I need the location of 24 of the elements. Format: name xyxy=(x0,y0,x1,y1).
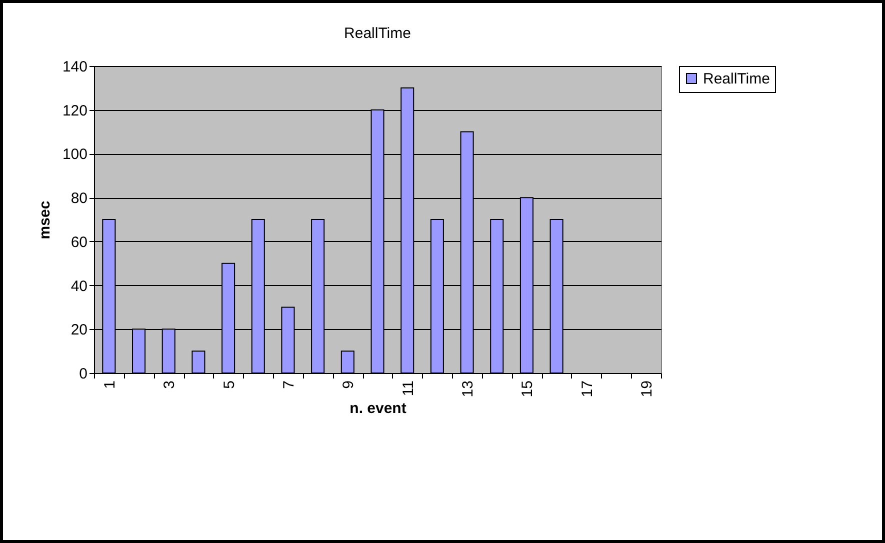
y-tick-label: 100 xyxy=(62,146,88,164)
x-tick-label: 13 xyxy=(460,380,477,398)
y-tick-label: 0 xyxy=(79,366,88,382)
y-tick-label: 140 xyxy=(62,58,88,76)
y-axis-title: msec xyxy=(36,200,54,240)
x-tick-label: 17 xyxy=(578,380,596,398)
legend-label: ReallTime xyxy=(703,70,770,88)
x-tick-label: 9 xyxy=(340,380,358,389)
x-tick-label: 5 xyxy=(220,380,238,389)
y-tick-label: 120 xyxy=(62,102,88,120)
x-tick-label: 7 xyxy=(280,380,298,389)
x-tick-label: 11 xyxy=(400,380,417,396)
y-tick-label: 20 xyxy=(70,322,88,339)
y-tick-label: 80 xyxy=(70,190,88,208)
x-tick-label: 19 xyxy=(638,380,656,398)
x-axis-title: n. event xyxy=(350,400,406,418)
x-tick-label: 1 xyxy=(101,380,118,389)
y-tick-label: 40 xyxy=(70,278,88,295)
bar xyxy=(340,350,354,374)
chart-title: ReallTime xyxy=(344,25,411,42)
x-tick-label: 15 xyxy=(519,380,536,398)
y-tick-label: 60 xyxy=(70,234,88,251)
x-tick-label: 3 xyxy=(161,380,178,389)
bar xyxy=(192,350,206,374)
